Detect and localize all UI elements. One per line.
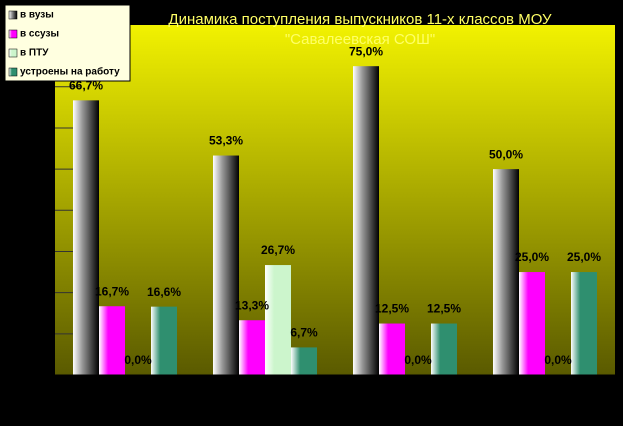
bar — [519, 272, 545, 375]
bar — [265, 265, 291, 375]
bar — [353, 66, 379, 376]
value-label: 0,0% — [544, 353, 572, 367]
value-label: 25,0% — [515, 250, 549, 264]
value-label: 75,0% — [349, 44, 383, 58]
value-label: 13,3% — [235, 298, 269, 312]
value-label: 50,0% — [489, 147, 523, 161]
chart-subtitle: "Савалеевская СОШ" — [285, 31, 435, 48]
value-label: 16,7% — [95, 284, 129, 298]
value-label: 0,0% — [404, 353, 432, 367]
value-label: 0,0% — [124, 353, 152, 367]
value-label: 12,5% — [375, 302, 409, 316]
bar — [239, 320, 265, 375]
bar — [213, 155, 239, 375]
bar — [99, 306, 125, 375]
bar — [291, 347, 317, 375]
legend-swatch — [8, 67, 18, 77]
value-label: 25,0% — [567, 250, 601, 264]
bar — [493, 169, 519, 375]
legend-box — [4, 4, 131, 82]
legend-label: в вузы — [20, 10, 54, 21]
legend-swatch — [8, 10, 18, 20]
legend-label: в ссузы — [20, 29, 59, 40]
chart-title: Динамика поступления выпускников 11-х кл… — [168, 11, 552, 28]
value-label: 12,5% — [427, 302, 461, 316]
legend-swatch — [8, 48, 18, 58]
value-label: 16,6% — [147, 285, 181, 299]
bar — [73, 100, 99, 376]
value-label: 66,7% — [69, 79, 103, 93]
bar — [151, 306, 177, 375]
value-label: 26,7% — [261, 243, 295, 257]
legend-swatch — [8, 29, 18, 39]
legend-label: устроены на работу — [20, 66, 120, 78]
legend-label: в ПТУ — [20, 48, 49, 59]
bar — [431, 323, 457, 375]
bar — [571, 272, 597, 375]
value-label: 53,3% — [209, 134, 243, 148]
bar — [379, 323, 405, 375]
legend: в вузы в ссузы в ПТУ устроены на работу — [4, 4, 131, 82]
value-label: 6,7% — [290, 326, 318, 340]
